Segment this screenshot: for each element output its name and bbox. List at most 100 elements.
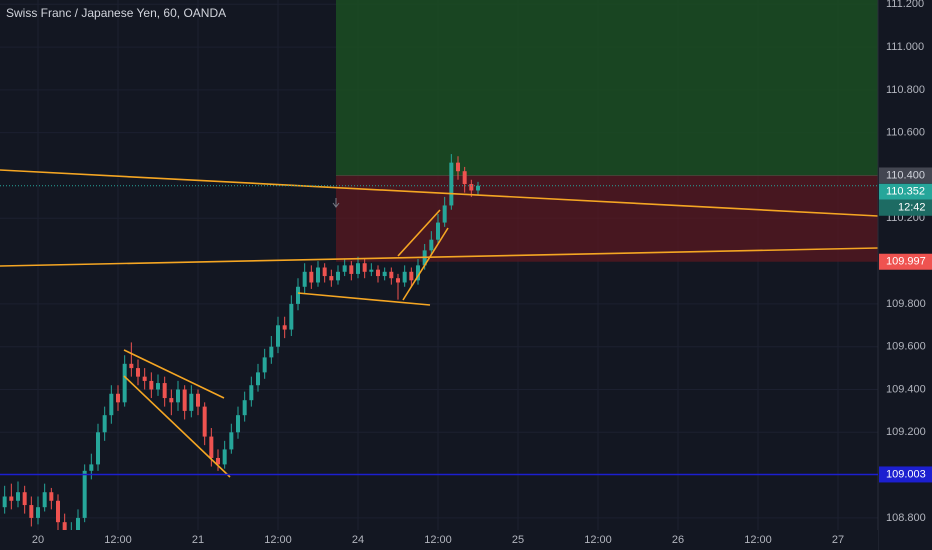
- candle-body: [189, 393, 194, 411]
- candle-body: [336, 271, 340, 281]
- x-tick-label: 27: [832, 534, 844, 546]
- time-axis: [0, 530, 878, 550]
- price-tag: [879, 183, 932, 200]
- countdown-tag: [879, 199, 932, 216]
- candle-body: [442, 205, 447, 223]
- candle-body: [136, 368, 140, 377]
- candle-body: [416, 265, 420, 281]
- flag-line: [297, 292, 431, 306]
- price-tag-label: 110.352: [886, 186, 925, 198]
- candle-body: [469, 184, 474, 191]
- flag-line: [123, 375, 231, 478]
- y-tick-label: 108.800: [886, 512, 926, 524]
- candle-body: [316, 267, 320, 283]
- candle-body: [129, 363, 134, 369]
- candle-body: [456, 162, 460, 172]
- candle-body: [382, 271, 387, 277]
- candle-body: [169, 398, 174, 403]
- candle-body: [149, 380, 154, 390]
- candle-body: [102, 415, 107, 433]
- candle-body: [96, 432, 100, 465]
- candle-body: [182, 389, 187, 411]
- trend-line: [0, 169, 879, 217]
- candle-body: [2, 496, 7, 508]
- price-tag: [879, 253, 932, 270]
- x-tick-label: 12:00: [584, 534, 612, 546]
- candle-body: [362, 263, 367, 272]
- candle-body: [262, 357, 267, 373]
- candle-body: [342, 265, 347, 272]
- x-tick-label: 20: [32, 534, 44, 546]
- candle-body: [322, 267, 327, 277]
- candle-body: [89, 464, 94, 471]
- candle-body: [276, 325, 280, 347]
- candle-body: [329, 276, 334, 281]
- loss-zone: [336, 175, 878, 262]
- x-tick-label: 24: [352, 534, 364, 546]
- candle-body: [476, 185, 480, 191]
- candle-body: [236, 415, 240, 433]
- candle-body: [256, 372, 260, 386]
- candle-body: [396, 278, 400, 283]
- candle-body: [16, 492, 20, 501]
- candle-body: [289, 303, 294, 330]
- trend-line: [0, 247, 879, 267]
- candle-body: [402, 271, 407, 283]
- price-tag-label: 110.400: [886, 169, 925, 181]
- candle-body: [109, 393, 114, 416]
- price-tag: [879, 466, 932, 483]
- candle-body: [202, 406, 207, 437]
- x-tick-label: 25: [512, 534, 524, 546]
- x-tick-label: 12:00: [744, 534, 772, 546]
- profit-zone: [336, 0, 878, 176]
- candle-body: [229, 432, 234, 450]
- candle-body: [302, 271, 307, 287]
- candle-body: [29, 505, 34, 518]
- candle-body: [49, 492, 54, 501]
- candle-body: [9, 496, 14, 501]
- chart-title: Swiss Franc / Japanese Yen, 60, OANDA: [6, 6, 226, 20]
- candle-body: [429, 239, 434, 251]
- x-tick-label: 21: [192, 534, 204, 546]
- candle-body: [462, 171, 467, 185]
- candle-body: [176, 389, 180, 403]
- entry-arrow: [332, 198, 340, 208]
- wedge-line: [397, 209, 441, 257]
- candle-body: [196, 393, 200, 407]
- candle-body: [142, 376, 147, 381]
- candle-body: [156, 383, 160, 390]
- candle-body: [242, 400, 247, 416]
- candle-body: [449, 162, 454, 206]
- price-tag: [879, 167, 932, 184]
- candle-body: [249, 385, 254, 401]
- candle-body: [22, 492, 27, 506]
- candle-body: [116, 393, 120, 403]
- candle-body: [209, 436, 214, 458]
- candle-body: [216, 457, 220, 465]
- candle-body: [436, 222, 440, 240]
- candle-body: [409, 271, 414, 281]
- candle-body: [62, 522, 67, 536]
- candle-body: [356, 263, 360, 274]
- y-tick-label: 110.600: [886, 127, 925, 139]
- candle-body: [162, 383, 167, 399]
- candle-body: [349, 265, 354, 274]
- y-tick-label: 110.800: [886, 84, 925, 96]
- candle-body: [269, 346, 274, 358]
- candle-body: [56, 500, 60, 523]
- y-tick-label: 109.400: [886, 383, 926, 395]
- price-tag-label: 109.997: [886, 256, 926, 268]
- candle-body: [82, 470, 87, 518]
- wedge-line: [402, 227, 449, 301]
- candle-body: [36, 507, 40, 518]
- x-tick-label: 12:00: [424, 534, 452, 546]
- countdown-label: 12:42: [898, 202, 926, 214]
- candle-body: [42, 492, 47, 508]
- trend-lines: [0, 169, 879, 478]
- x-tick-label: 12:00: [104, 534, 132, 546]
- candle-body: [282, 325, 287, 330]
- y-tick-label: 111.000: [886, 41, 924, 53]
- candle-body: [389, 271, 394, 279]
- y-tick-label: 109.800: [886, 298, 926, 310]
